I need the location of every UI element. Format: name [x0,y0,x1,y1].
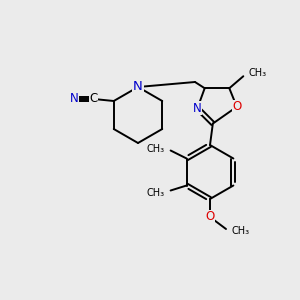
Text: CH₃: CH₃ [248,68,266,78]
Text: O: O [206,211,214,224]
Text: N: N [69,92,78,106]
Text: N: N [193,102,202,115]
Text: CH₃: CH₃ [146,188,165,197]
Text: CH₃: CH₃ [146,143,165,154]
Text: N: N [133,80,143,94]
Text: CH₃: CH₃ [231,226,249,236]
Text: O: O [232,100,242,113]
Text: C: C [90,92,98,106]
